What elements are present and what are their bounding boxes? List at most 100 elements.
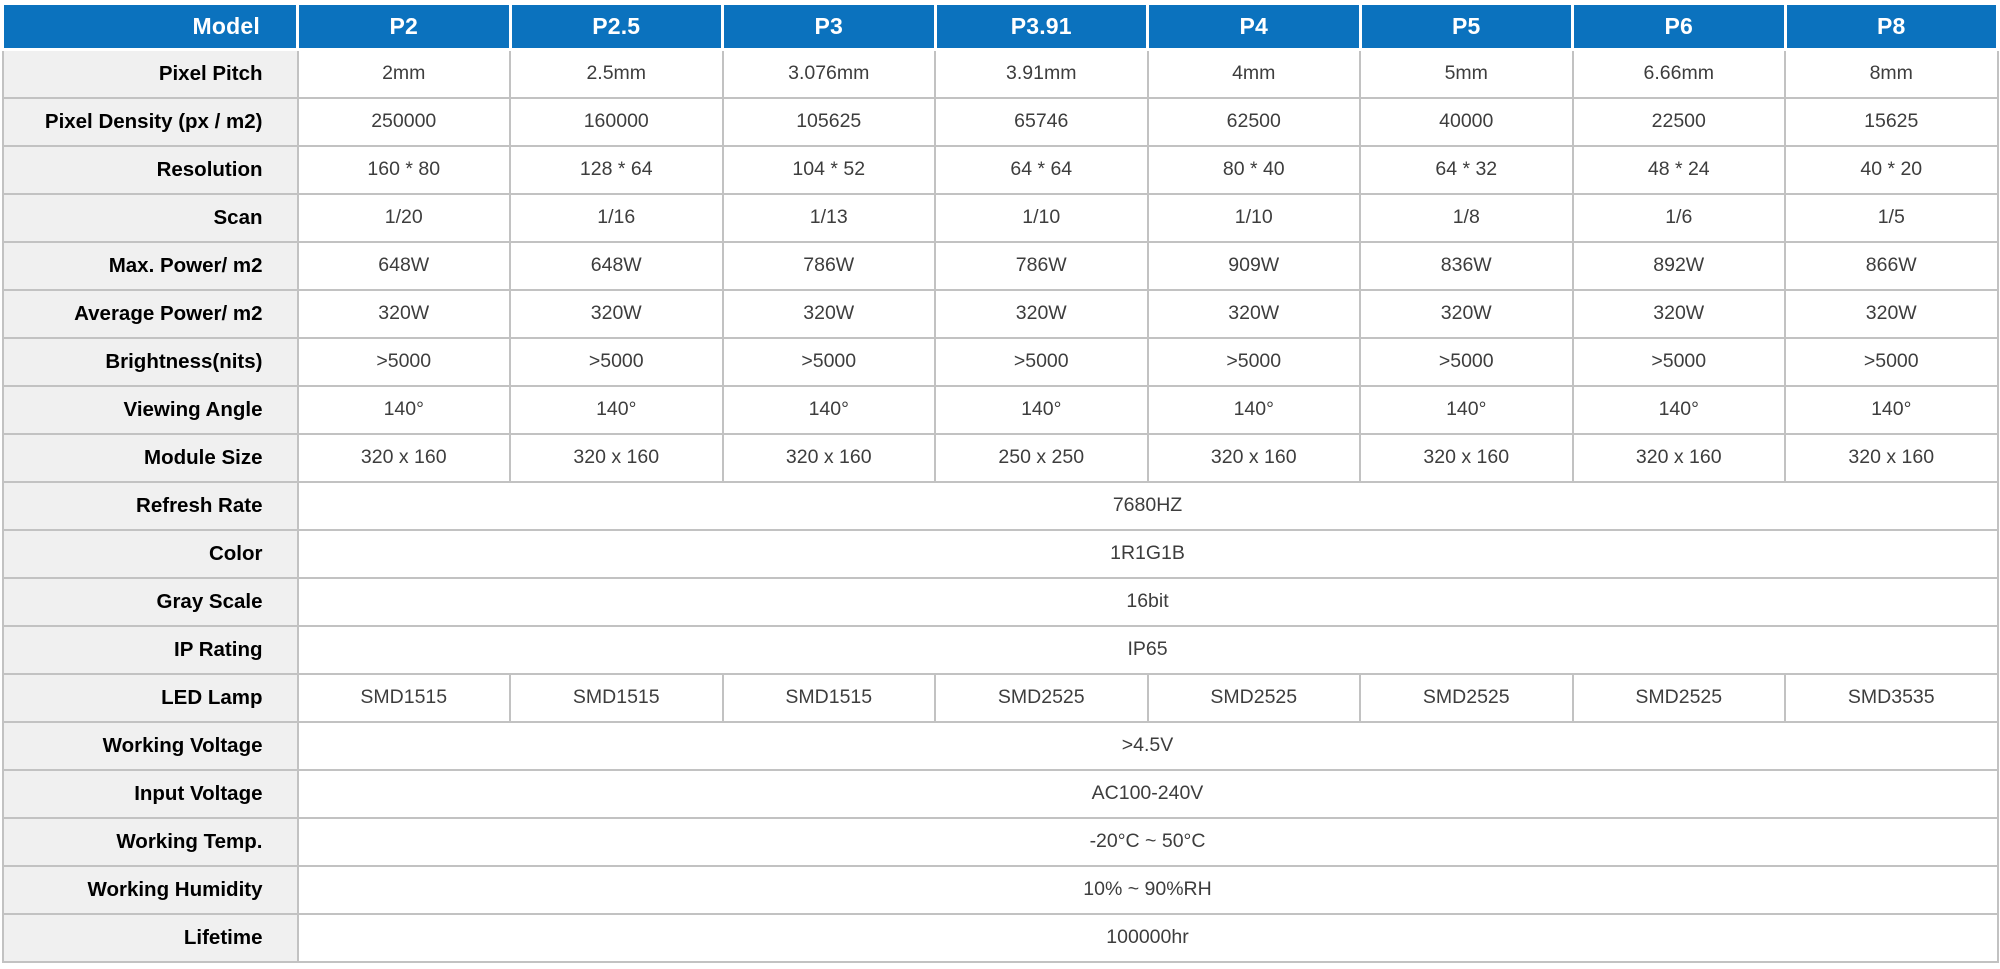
table-row: LED Lamp SMD1515 SMD1515 SMD1515 SMD2525 SMD2… xyxy=(1,672,1999,723)
spec-value-cell: 320 x 160 xyxy=(509,432,724,483)
spec-value-span-cell: 100000hr xyxy=(296,912,1999,963)
spec-value-cell: 1/10 xyxy=(934,192,1149,243)
spec-value-span-cell: 7680HZ xyxy=(296,480,1999,531)
model-header-p4: P4 xyxy=(1146,2,1362,51)
table-row: Working Humidity 10% ~ 90%RH xyxy=(1,864,1999,915)
table-row: Scan 1/20 1/16 1/13 1/10 1/10 1/8 1/6 1/5 xyxy=(1,192,1999,243)
spec-value-cell: 140° xyxy=(296,384,511,435)
model-header-p2-5: P2.5 xyxy=(508,2,724,51)
spec-value-cell: 320 x 160 xyxy=(1146,432,1361,483)
spec-value-cell: 320 x 160 xyxy=(1571,432,1786,483)
model-header-p5: P5 xyxy=(1358,2,1574,51)
spec-value-cell: 786W xyxy=(934,240,1149,291)
spec-value-cell: 1/5 xyxy=(1784,192,1999,243)
table-row: Lifetime 100000hr xyxy=(1,912,1999,963)
spec-value-cell: 786W xyxy=(721,240,936,291)
model-header-p2: P2 xyxy=(296,2,512,51)
spec-value-cell: 140° xyxy=(509,384,724,435)
spec-value-span-cell: 16bit xyxy=(296,576,1999,627)
spec-value-cell: 65746 xyxy=(934,96,1149,147)
spec-value-cell: 909W xyxy=(1146,240,1361,291)
spec-value-cell: 1/8 xyxy=(1359,192,1574,243)
spec-value-cell: >5000 xyxy=(1571,336,1786,387)
spec-value-cell: 320W xyxy=(1359,288,1574,339)
header-row: Model P2 P2.5 P3 P3.91 P4 P5 P6 P8 xyxy=(1,2,1999,51)
spec-value-cell: 320W xyxy=(721,288,936,339)
row-label: Working Temp. xyxy=(1,816,299,867)
spec-value-cell: SMD2525 xyxy=(934,672,1149,723)
spec-value-cell: 104 * 52 xyxy=(721,144,936,195)
row-label: Pixel Pitch xyxy=(1,48,299,99)
table-row: Max. Power/ m2 648W 648W 786W 786W 909W 836W 89… xyxy=(1,240,1999,291)
model-header-p3-91: P3.91 xyxy=(933,2,1149,51)
spec-value-cell: SMD1515 xyxy=(509,672,724,723)
spec-value-cell: 3.91mm xyxy=(934,48,1149,99)
spec-value-cell: 320W xyxy=(934,288,1149,339)
spec-value-cell: 320 x 160 xyxy=(296,432,511,483)
spec-value-span-cell: >4.5V xyxy=(296,720,1999,771)
model-header-p6: P6 xyxy=(1571,2,1787,51)
spec-value-cell: 3.076mm xyxy=(721,48,936,99)
spec-value-cell: 6.66mm xyxy=(1571,48,1786,99)
spec-value-cell: 160 * 80 xyxy=(296,144,511,195)
row-label: Input Voltage xyxy=(1,768,299,819)
spec-value-cell: >5000 xyxy=(934,336,1149,387)
spec-value-cell: 866W xyxy=(1784,240,1999,291)
spec-value-cell: 105625 xyxy=(721,96,936,147)
spec-value-cell: 2.5mm xyxy=(509,48,724,99)
spec-value-cell: 1/13 xyxy=(721,192,936,243)
spec-value-cell: 892W xyxy=(1571,240,1786,291)
table-row: Average Power/ m2 320W 320W 320W 320W 320W 320… xyxy=(1,288,1999,339)
table-row: Pixel Density (px / m2) 250000 160000 10562… xyxy=(1,96,1999,147)
spec-table-body: Pixel Pitch 2mm 2.5mm 3.076mm 3.91mm 4mm 5mm 6.… xyxy=(1,48,1999,963)
spec-value-cell: 1/10 xyxy=(1146,192,1361,243)
spec-value-span-cell: AC100-240V xyxy=(296,768,1999,819)
spec-value-cell: 48 * 24 xyxy=(1571,144,1786,195)
spec-value-cell: 320W xyxy=(1784,288,1999,339)
table-row: Pixel Pitch 2mm 2.5mm 3.076mm 3.91mm 4mm 5mm 6.… xyxy=(1,48,1999,99)
spec-value-cell: 128 * 64 xyxy=(509,144,724,195)
spec-value-cell: 320 x 160 xyxy=(1784,432,1999,483)
spec-value-cell: 1/6 xyxy=(1571,192,1786,243)
row-label: Max. Power/ m2 xyxy=(1,240,299,291)
spec-value-cell: 320W xyxy=(1571,288,1786,339)
spec-value-cell: 320 x 160 xyxy=(1359,432,1574,483)
spec-value-cell: 160000 xyxy=(509,96,724,147)
row-label: Working Humidity xyxy=(1,864,299,915)
spec-value-cell: 5mm xyxy=(1359,48,1574,99)
spec-value-cell: 64 * 64 xyxy=(934,144,1149,195)
spec-value-cell: SMD1515 xyxy=(296,672,511,723)
spec-value-cell: 140° xyxy=(934,384,1149,435)
spec-value-cell: 250000 xyxy=(296,96,511,147)
spec-value-cell: 250 x 250 xyxy=(934,432,1149,483)
row-label: Color xyxy=(1,528,299,579)
table-row: Gray Scale 16bit xyxy=(1,576,1999,627)
spec-value-cell: 648W xyxy=(296,240,511,291)
spec-value-cell: 140° xyxy=(1359,384,1574,435)
spec-value-cell: >5000 xyxy=(1784,336,1999,387)
spec-value-cell: 15625 xyxy=(1784,96,1999,147)
spec-value-span-cell: IP65 xyxy=(296,624,1999,675)
spec-value-cell: 40 * 20 xyxy=(1784,144,1999,195)
spec-value-cell: >5000 xyxy=(509,336,724,387)
row-label: IP Rating xyxy=(1,624,299,675)
row-label: Lifetime xyxy=(1,912,299,963)
spec-value-cell: SMD3535 xyxy=(1784,672,1999,723)
spec-value-cell: 40000 xyxy=(1359,96,1574,147)
spec-value-cell: 8mm xyxy=(1784,48,1999,99)
model-header-p8: P8 xyxy=(1783,2,1999,51)
spec-value-cell: 140° xyxy=(721,384,936,435)
table-row: Working Temp. -20°C ~ 50°C xyxy=(1,816,1999,867)
table-row: Brightness(nits) >5000 >5000 >5000 >5000 >500… xyxy=(1,336,1999,387)
spec-value-cell: SMD2525 xyxy=(1146,672,1361,723)
row-label: Pixel Density (px / m2) xyxy=(1,96,299,147)
model-column-header: Model xyxy=(1,2,299,51)
spec-value-span-cell: 1R1G1B xyxy=(296,528,1999,579)
row-label: Brightness(nits) xyxy=(1,336,299,387)
row-label: Gray Scale xyxy=(1,576,299,627)
spec-value-cell: 1/16 xyxy=(509,192,724,243)
row-label: Refresh Rate xyxy=(1,480,299,531)
spec-value-cell: 320W xyxy=(296,288,511,339)
